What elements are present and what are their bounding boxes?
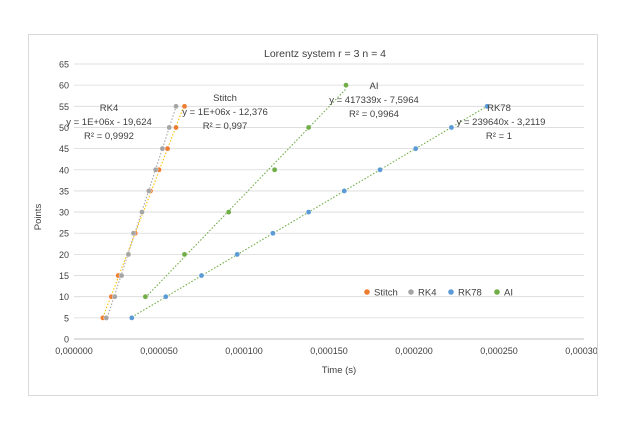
point-rk78 <box>270 230 276 237</box>
legend-marker-rk4 <box>408 289 414 295</box>
point-rk78 <box>162 293 169 300</box>
legend-label: RK78 <box>458 288 482 299</box>
annotation-label: AI <box>370 81 379 92</box>
trendline-annotations: RK4 y = 1E+06x - 19,624 R² = 0,9992 Stitch y… <box>66 81 545 142</box>
x-tick-label: 0,000200 <box>395 346 433 356</box>
point-rk4 <box>152 166 159 173</box>
point-rk78 <box>305 209 312 215</box>
x-tick-label: 0,000100 <box>225 346 263 356</box>
chart-title: Lorentz system r = 3 n = 4 <box>264 48 386 60</box>
annotation-label: RK4 <box>100 103 118 114</box>
point-rk78 <box>448 124 455 131</box>
point-stitch <box>181 103 188 110</box>
point-rk4 <box>130 230 137 237</box>
trendline-r2: R² = 0,9964 <box>349 109 399 120</box>
point-rk78 <box>341 188 348 194</box>
y-tick-label: 5 <box>64 313 69 323</box>
trendline-ai <box>145 88 347 298</box>
x-axis-label: Time (s) <box>322 365 356 376</box>
axes: 0 5 10 15 20 25 30 35 40 45 50 55 60 65 0,000000 0,0000… <box>55 60 603 357</box>
point-rk78 <box>129 315 135 321</box>
x-tick-label: 0,000300 <box>565 346 597 356</box>
y-tick-label: 15 <box>59 271 69 281</box>
legend: Stitch RK4 RK78 AI <box>364 288 513 299</box>
legend-marker-rk78 <box>448 289 454 295</box>
y-tick-label: 40 <box>59 165 69 175</box>
point-rk78 <box>484 103 490 110</box>
point-ai <box>181 251 188 258</box>
point-ai <box>271 166 278 173</box>
legend-label: Stitch <box>374 288 398 299</box>
point-stitch <box>164 145 171 152</box>
point-rk78 <box>198 272 205 279</box>
point-rk4 <box>173 103 179 110</box>
legend-label: RK4 <box>418 288 436 299</box>
y-tick-label: 10 <box>59 292 69 302</box>
x-tick-label: 0,000000 <box>55 346 93 356</box>
point-rk4 <box>125 251 132 258</box>
trendline-r2: R² = 1 <box>486 131 512 142</box>
point-stitch <box>173 124 179 131</box>
y-tick-label: 45 <box>59 144 69 154</box>
point-rk4 <box>103 315 110 321</box>
scatter-chart: Lorentz system r = 3 n = 4 0 5 10 15 20 25 30 3… <box>33 48 603 376</box>
point-rk4 <box>112 293 118 300</box>
point-rk4 <box>146 188 152 194</box>
trendline-r2: R² = 0,997 <box>203 121 248 132</box>
y-tick-label: 35 <box>59 186 69 196</box>
point-rk4 <box>166 124 172 131</box>
y-tick-label: 25 <box>59 229 69 239</box>
legend-label: AI <box>504 288 513 299</box>
gridlines <box>74 63 584 319</box>
y-tick-label: 0 <box>64 335 69 345</box>
point-rk4 <box>118 272 125 279</box>
y-tick-label: 60 <box>59 81 69 91</box>
legend-marker-ai <box>494 289 500 295</box>
x-tick-label: 0,000150 <box>310 346 348 356</box>
point-ai <box>343 82 349 88</box>
y-tick-label: 50 <box>59 123 69 133</box>
point-rk78 <box>234 251 240 258</box>
x-tick-label: 0,000050 <box>140 346 178 356</box>
y-tick-label: 55 <box>59 102 69 112</box>
trendline-rk78 <box>131 105 488 318</box>
trendline-equation: y = 417339x - 7,5964 <box>329 95 419 106</box>
y-tick-label: 30 <box>59 208 69 218</box>
trendlines <box>102 88 488 321</box>
legend-marker-stitch <box>364 289 370 295</box>
annotation-label: RK78 <box>487 103 511 114</box>
y-axis-label: Points <box>33 204 44 231</box>
trendline-equation: y = 1E+06x - 19,624 <box>66 117 152 128</box>
trendline-r2: R² = 0,9992 <box>84 131 134 142</box>
point-ai <box>225 209 232 215</box>
point-ai <box>142 293 149 300</box>
point-rk78 <box>412 145 419 152</box>
annotation-label: Stitch <box>213 93 237 104</box>
x-tick-label: 0,000250 <box>480 346 518 356</box>
point-rk4 <box>159 145 166 152</box>
y-tick-label: 65 <box>59 60 69 70</box>
point-ai <box>305 124 312 131</box>
point-rk78 <box>377 166 383 173</box>
trendline-equation: y = 1E+06x - 12,376 <box>182 107 268 118</box>
point-rk4 <box>139 209 145 215</box>
data-points <box>100 82 490 321</box>
y-tick-label: 20 <box>59 250 69 260</box>
trendline-equation: y = 239640x - 3,2119 <box>457 117 546 128</box>
chart-frame: Lorentz system r = 3 n = 4 0 5 10 15 20 25 30 3… <box>28 34 603 396</box>
